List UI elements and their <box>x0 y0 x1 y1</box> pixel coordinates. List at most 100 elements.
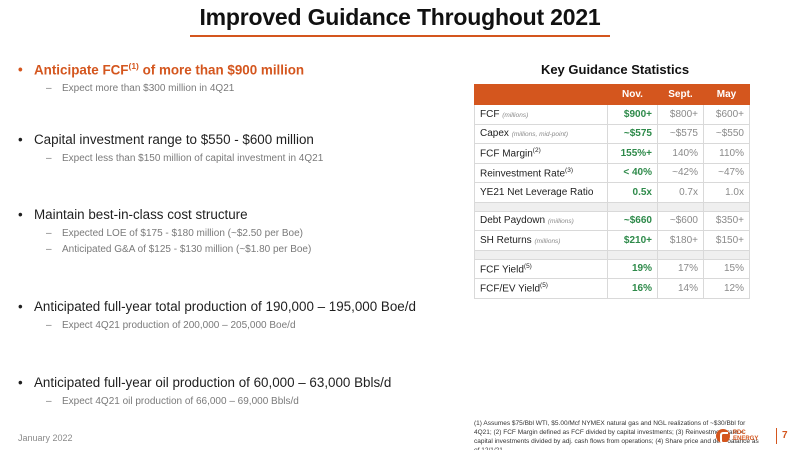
row-label: FCF/EV Yield(5) <box>474 278 608 299</box>
bullet-fcf: • Anticipate FCF(1) of more than $900 mil… <box>18 58 458 97</box>
nov-value: 155%+ <box>607 143 658 164</box>
nov-value: ~$660 <box>607 210 658 231</box>
bullet-main: • Capital investment range to $550 - $600… <box>18 131 458 148</box>
bullet-dot-icon: • <box>18 375 23 390</box>
logo-text: PDC ENERGY <box>733 430 758 443</box>
sub-bullet: – Expect 4Q21 oil production of 66,000 – … <box>46 394 458 410</box>
sept-value: ~$600 <box>657 210 704 231</box>
nov-value: $210+ <box>607 230 658 251</box>
sept-value: ~42% <box>657 162 704 183</box>
row-label: Reinvestment Rate(3) <box>474 162 608 183</box>
header-may: May <box>703 84 750 105</box>
row-label: Debt Paydown (millions) <box>474 210 608 231</box>
may-value: $150+ <box>703 230 750 251</box>
bullet-cost: • Maintain best-in-class cost structure –… <box>18 206 458 258</box>
slide-title: Improved Guidance Throughout 2021 <box>199 4 601 30</box>
sept-value: 140% <box>657 143 704 164</box>
may-value: ~47% <box>703 162 750 183</box>
bullet-total-production: • Anticipated full-year total production … <box>18 298 458 334</box>
may-value: ~$550 <box>703 123 750 144</box>
dash-icon: – <box>46 320 52 331</box>
bullet-text: Anticipated full-year total production o… <box>34 299 416 314</box>
table-row: FCF/EV Yield(5) 16% 14% 12% <box>474 278 750 299</box>
page-number-divider <box>776 428 777 444</box>
guidance-table: Nov. Sept. May FCF (millions) $900+ $800… <box>474 84 750 299</box>
row-label: FCF (millions) <box>474 104 608 125</box>
logo-line-2: ENERGY <box>733 436 759 442</box>
page-number: 7 <box>782 430 788 441</box>
nov-value: < 40% <box>607 162 658 183</box>
bullet-oil-production: • Anticipated full-year oil production of… <box>18 374 458 410</box>
footnote-ref: (1) <box>128 61 139 71</box>
nov-value: $900+ <box>607 104 658 125</box>
table-row: FCF Yield(5) 19% 17% 15% <box>474 258 750 279</box>
bullet-dot-icon: • <box>18 299 23 314</box>
table-row: Debt Paydown (millions) ~$660 ~$600 $350… <box>474 210 750 231</box>
table-row: FCF Margin(2) 155%+ 140% 110% <box>474 143 750 164</box>
dash-icon: – <box>46 244 52 255</box>
nov-value: ~$575 <box>607 123 658 144</box>
footnote: (1) Assumes $75/Bbl WTI, $5.00/Mcf NYMEX… <box>474 420 759 450</box>
bullet-main: • Anticipated full-year oil production of… <box>18 374 458 391</box>
table-spacer <box>474 201 750 212</box>
nov-value: 19% <box>607 258 658 279</box>
dash-icon: – <box>46 228 52 239</box>
may-value: 110% <box>703 143 750 164</box>
sept-value: $180+ <box>657 230 704 251</box>
sub-bullet-text: Expect more than $300 million in 4Q21 <box>62 83 235 95</box>
logo-mark-icon <box>716 429 730 444</box>
sub-bullet: – Expect more than $300 million in 4Q21 <box>46 81 458 97</box>
logo-line-1: PDC <box>733 429 746 436</box>
dash-icon: – <box>46 153 52 164</box>
bullet-dot-icon: • <box>18 132 23 147</box>
header-nov: Nov. <box>607 84 658 105</box>
row-label: YE21 Net Leverage Ratio <box>474 182 608 203</box>
bullet-dot-icon: • <box>18 62 23 78</box>
table-title: Key Guidance Statistics <box>540 62 690 77</box>
header-blank-cell <box>474 84 608 105</box>
sub-bullet: – Anticipated G&A of $125 - $130 million … <box>46 242 458 258</box>
bullet-main: • Maintain best-in-class cost structure <box>18 206 458 223</box>
sept-value: 17% <box>657 258 704 279</box>
bullet-dot-icon: • <box>18 207 23 222</box>
nov-value: 16% <box>607 278 658 299</box>
may-value: 15% <box>703 258 750 279</box>
table-row: Reinvestment Rate(3) < 40% ~42% ~47% <box>474 162 750 183</box>
table-row: YE21 Net Leverage Ratio 0.5x 0.7x 1.0x <box>474 182 750 203</box>
bullet-text: Anticipate FCF <box>34 62 129 78</box>
bullet-text: Capital investment range to $550 - $600 … <box>34 132 314 147</box>
sub-bullet-text: Expect 4Q21 production of 200,000 – 205,… <box>62 320 296 331</box>
table-header-row: Nov. Sept. May <box>474 84 750 105</box>
sub-bullet: – Expect 4Q21 production of 200,000 – 205… <box>46 318 458 334</box>
bullet-text: Anticipated full-year oil production of … <box>34 375 392 390</box>
row-label: FCF Margin(2) <box>474 143 608 164</box>
dash-icon: – <box>46 83 52 95</box>
company-logo: PDC ENERGY <box>716 428 772 444</box>
header-sept: Sept. <box>657 84 704 105</box>
table-spacer <box>474 249 750 260</box>
bullet-text: Maintain best-in-class cost structure <box>34 207 248 222</box>
bullet-main: • Anticipate FCF(1) of more than $900 mil… <box>18 58 458 78</box>
may-value: $350+ <box>703 210 750 231</box>
may-value: $600+ <box>703 104 750 125</box>
sept-value: ~$575 <box>657 123 704 144</box>
sub-bullet-text: Expect 4Q21 oil production of 66,000 – 6… <box>62 396 299 407</box>
title-underline <box>190 35 610 37</box>
may-value: 1.0x <box>703 182 750 203</box>
bullet-main: • Anticipated full-year total production … <box>18 298 458 315</box>
sept-value: $800+ <box>657 104 704 125</box>
row-label: Capex (millions, mid-point) <box>474 123 608 144</box>
sub-bullet-text: Expect less than $150 million of capital… <box>62 153 324 164</box>
may-value: 12% <box>703 278 750 299</box>
bullet-capital: • Capital investment range to $550 - $600… <box>18 131 458 167</box>
row-label: FCF Yield(5) <box>474 258 608 279</box>
sub-bullet: – Expect less than $150 million of capita… <box>46 151 458 167</box>
dash-icon: – <box>46 396 52 407</box>
sept-value: 0.7x <box>657 182 704 203</box>
slide-date: January 2022 <box>18 433 73 443</box>
bullet-text-cont: of more than $900 million <box>138 62 305 78</box>
table-row: FCF (millions) $900+ $800+ $600+ <box>474 104 750 125</box>
nov-value: 0.5x <box>607 182 658 203</box>
sept-value: 14% <box>657 278 704 299</box>
table-row: Capex (millions, mid-point) ~$575 ~$575 … <box>474 123 750 144</box>
